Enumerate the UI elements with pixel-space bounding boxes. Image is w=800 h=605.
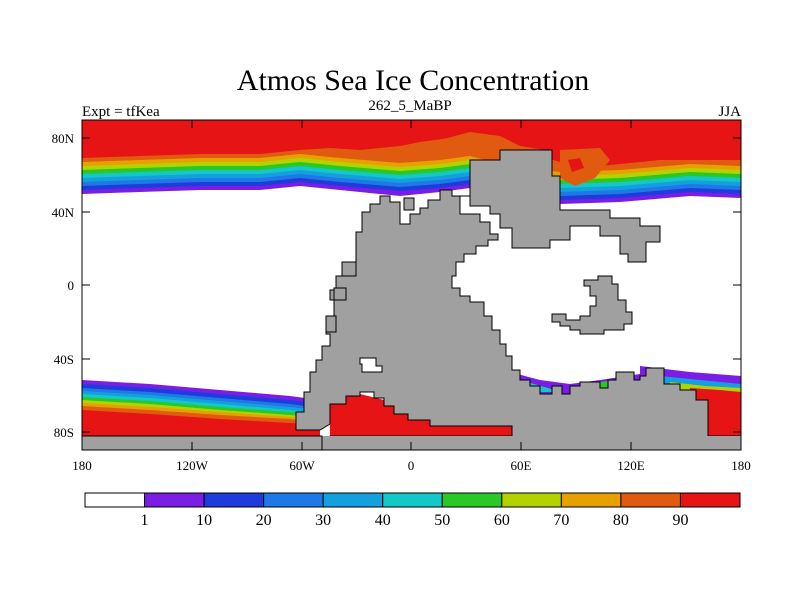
- landmass-east-terrane: [551, 275, 633, 335]
- colorbar-box-5: [382, 492, 443, 508]
- colorbar: 1 10 20 30 40 50 60 70 80 90: [84, 492, 741, 529]
- colorbar-box-7: [501, 492, 562, 508]
- colorbar-box-8: [560, 492, 622, 508]
- lat-tick-80s: 80S: [54, 425, 74, 440]
- colorbar-boxes: [84, 492, 741, 508]
- colorbar-box-1: [144, 492, 205, 508]
- subtitle: 262_5_MaBP: [368, 98, 451, 114]
- antarctic-landmass-west: [82, 435, 323, 450]
- latitude-axis: [82, 137, 741, 433]
- colorbar-label-90: 90: [672, 512, 688, 529]
- colorbar-box-2: [203, 492, 265, 508]
- colorbar-label-40: 40: [375, 512, 391, 529]
- map-title: Atmos Sea Ice Concentration: [237, 64, 589, 97]
- lat-tick-40s: 40S: [54, 352, 74, 367]
- colorbar-label-10: 10: [196, 512, 212, 529]
- lat-tick-40n: 40N: [52, 205, 75, 220]
- season-label: JJA: [718, 104, 741, 120]
- lon-tick-60w: 60W: [289, 458, 315, 473]
- colorbar-box-4: [322, 492, 384, 508]
- colorbar-box-6: [441, 492, 503, 508]
- colorbar-label-80: 80: [613, 512, 629, 529]
- colorbar-box-10: [679, 492, 741, 508]
- experiment-label: Expt = tfKea: [82, 104, 160, 120]
- colorbar-label-70: 70: [553, 512, 569, 529]
- arctic-sea-ice: [82, 120, 741, 204]
- ice-patch-80-east: [560, 148, 610, 186]
- landmass-pangaea: [295, 149, 741, 450]
- lon-tick-120e: 120E: [617, 458, 645, 473]
- lat-tick-80n: 80N: [52, 131, 75, 146]
- longitude-axis: [81, 120, 742, 450]
- colorbar-box-0: [84, 492, 146, 508]
- map-plot-area: [82, 120, 741, 450]
- colorbar-box-3: [263, 492, 324, 508]
- lon-tick-0: 0: [408, 458, 415, 473]
- landmass-west-islands: [325, 261, 357, 333]
- colorbar-label-20: 20: [256, 512, 272, 529]
- landmass-north-island: [403, 197, 415, 211]
- colorbar-label-50: 50: [434, 512, 450, 529]
- lat-tick-0: 0: [68, 278, 75, 293]
- lon-tick-180w: 180: [72, 458, 92, 473]
- lon-tick-180e: 180: [731, 458, 751, 473]
- lon-tick-60e: 60E: [511, 458, 532, 473]
- colorbar-box-9: [620, 492, 681, 508]
- colorbar-label-60: 60: [494, 512, 510, 529]
- colorbar-label-30: 30: [315, 512, 331, 529]
- colorbar-label-1: 1: [141, 512, 149, 529]
- landmass-lake: [359, 357, 383, 373]
- ice-patch-90-east: [568, 158, 584, 172]
- lon-tick-120w: 120W: [176, 458, 209, 473]
- land-masses: [295, 149, 741, 450]
- colorbar-labels: 1 10 20 30 40 50 60 70 80 90: [141, 512, 689, 529]
